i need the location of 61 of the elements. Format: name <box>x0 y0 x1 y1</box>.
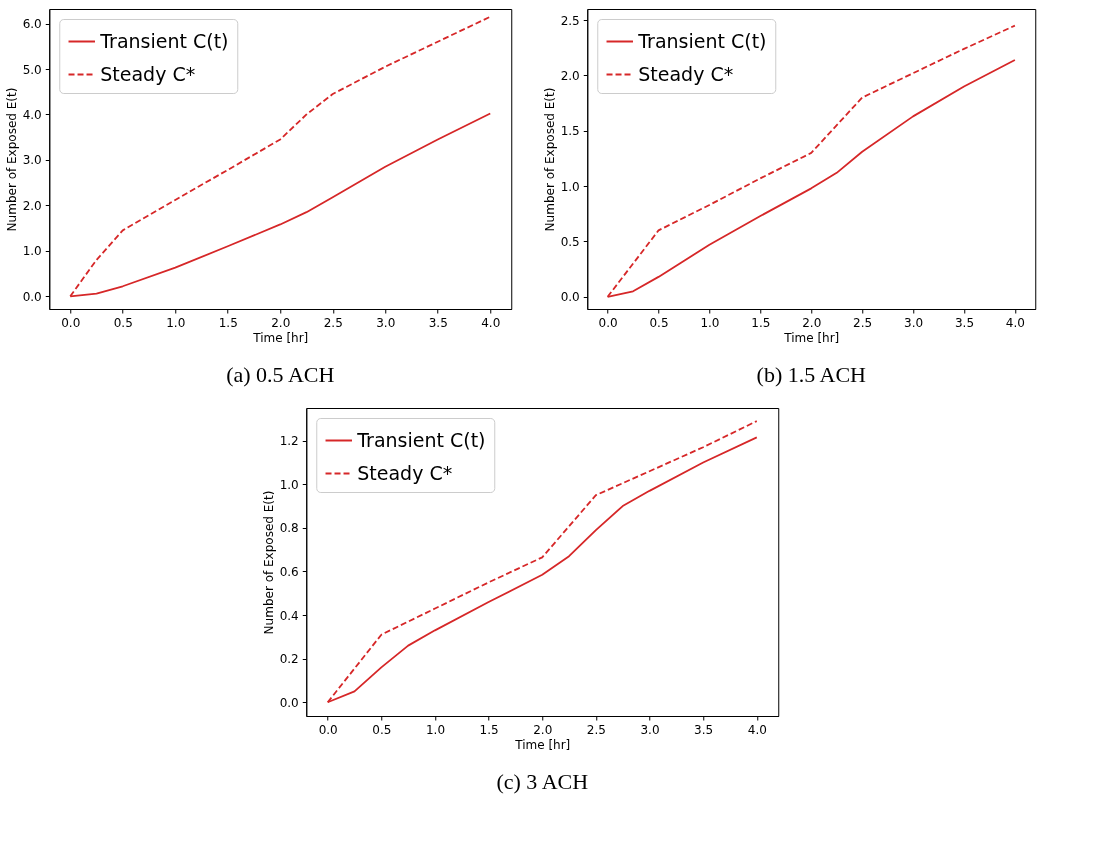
x-tick-label: 0.5 <box>649 315 669 330</box>
x-tick-label: 2.0 <box>802 315 822 330</box>
x-tick-label: 1.5 <box>218 315 238 330</box>
x-tick-label: 2.0 <box>533 722 553 737</box>
y-tick-label: 0.8 <box>279 521 299 536</box>
x-tick-label: 0.5 <box>372 722 392 737</box>
y-tick-label: 3.0 <box>22 153 42 168</box>
x-axis-title: Time [hr] <box>783 330 840 345</box>
legend-label: Transient C(t) <box>356 428 486 451</box>
x-tick-label: 0.5 <box>113 315 133 330</box>
text: (c) 3 ACH <box>496 769 589 794</box>
x-axis-title: Time [hr] <box>252 330 309 345</box>
x-tick-label: 4.0 <box>481 315 501 330</box>
x-tick-label: 4.0 <box>747 722 767 737</box>
y-tick-label: 2.0 <box>560 68 580 83</box>
text: (b) 1.5 ACH <box>756 362 867 387</box>
y-axis-title: Number of Exposed E(t) <box>4 87 19 232</box>
x-tick-label: 2.5 <box>853 315 873 330</box>
y-tick-label: 5.0 <box>22 62 42 77</box>
y-tick-label: 0.6 <box>279 564 299 579</box>
y-tick-label: 0.0 <box>22 289 42 304</box>
legend-label: Transient C(t) <box>637 29 767 52</box>
x-tick-label: 0.0 <box>61 315 81 330</box>
y-tick-label: 1.0 <box>560 179 580 194</box>
x-tick-label: 4.0 <box>1005 315 1025 330</box>
y-tick-label: 0.4 <box>279 608 299 623</box>
legend-label: Steady C* <box>357 461 453 484</box>
x-tick-label: 3.5 <box>954 315 975 330</box>
y-tick-label: 1.0 <box>279 477 299 492</box>
x-tick-label: 0.0 <box>598 315 618 330</box>
y-tick-label: 0.0 <box>279 695 299 710</box>
y-tick-label: 1.0 <box>22 244 42 259</box>
x-tick-label: 1.5 <box>751 315 771 330</box>
y-tick-label: 1.2 <box>279 434 299 449</box>
x-tick-label: 2.5 <box>323 315 343 330</box>
x-tick-label: 3.0 <box>904 315 924 330</box>
x-tick-label: 1.5 <box>479 722 499 737</box>
x-tick-label: 1.0 <box>425 722 446 737</box>
x-tick-label: 3.5 <box>428 315 448 330</box>
x-tick-label: 3.0 <box>640 722 660 737</box>
legend-label: Steady C* <box>100 62 196 85</box>
y-tick-label: 4.0 <box>22 107 42 122</box>
x-tick-label: 3.0 <box>376 315 396 330</box>
y-axis-title: Number of Exposed E(t) <box>261 490 276 635</box>
legend-label: Steady C* <box>638 62 734 85</box>
x-tick-label: 3.5 <box>694 722 714 737</box>
y-tick-label: 2.5 <box>560 13 580 28</box>
y-tick-label: 0.2 <box>279 652 299 667</box>
text: (a) 0.5 ACH <box>226 362 335 387</box>
legend-label: Transient C(t) <box>99 29 229 52</box>
x-tick-label: 2.5 <box>586 722 606 737</box>
y-tick-label: 6.0 <box>22 17 42 32</box>
y-tick-label: 0.0 <box>560 290 580 305</box>
x-axis-title: Time [hr] <box>514 737 571 752</box>
x-tick-label: 1.0 <box>700 315 720 330</box>
y-tick-label: 0.5 <box>560 234 580 249</box>
x-tick-label: 0.0 <box>318 722 338 737</box>
y-tick-label: 2.0 <box>22 198 42 213</box>
y-tick-label: 1.5 <box>560 124 580 139</box>
x-tick-label: 1.0 <box>166 315 186 330</box>
y-axis-title: Number of Exposed E(t) <box>542 87 557 232</box>
